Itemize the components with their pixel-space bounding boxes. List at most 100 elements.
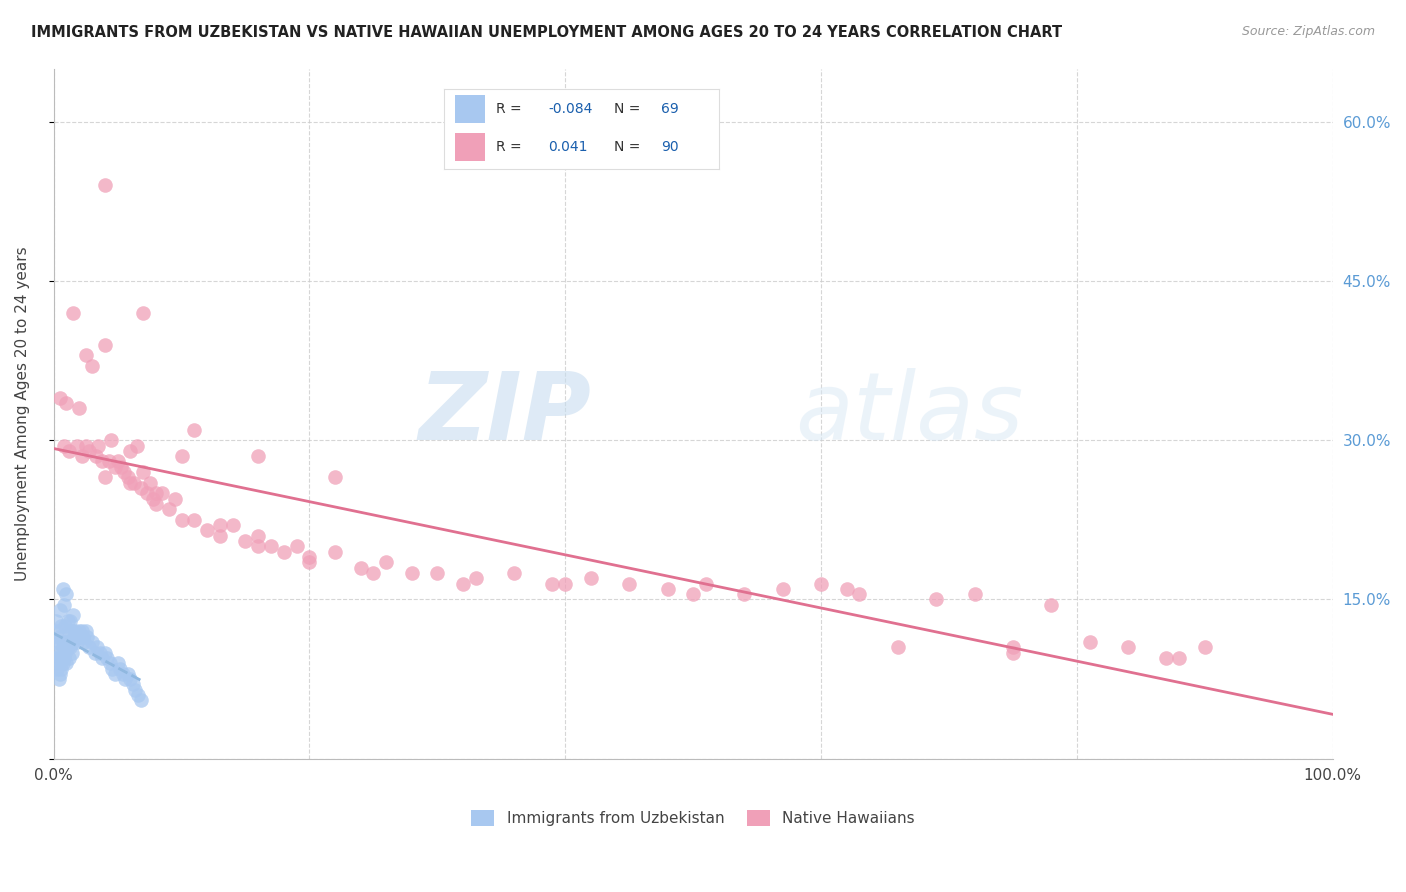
- Point: [129, 481, 152, 495]
- Point: [142, 491, 165, 506]
- Point: [127, 688, 149, 702]
- Point: [298, 549, 321, 564]
- Point: [80, 635, 103, 649]
- Point: [835, 582, 858, 596]
- Point: [51, 640, 73, 655]
- Point: [79, 640, 101, 655]
- Point: [80, 359, 103, 373]
- Point: [51, 582, 73, 596]
- Point: [66, 630, 89, 644]
- Point: [49, 666, 72, 681]
- Point: [55, 587, 77, 601]
- Point: [51, 646, 73, 660]
- Point: [52, 635, 75, 649]
- Point: [1001, 640, 1024, 655]
- Point: [75, 438, 97, 452]
- Point: [541, 576, 564, 591]
- Point: [56, 614, 79, 628]
- Point: [150, 486, 173, 500]
- Point: [46, 646, 69, 660]
- Point: [183, 513, 205, 527]
- Point: [51, 619, 73, 633]
- Point: [925, 592, 948, 607]
- Point: [86, 640, 108, 655]
- Point: [1040, 598, 1063, 612]
- Point: [67, 624, 90, 639]
- Point: [464, 571, 486, 585]
- Point: [112, 465, 135, 479]
- Point: [58, 624, 80, 639]
- Point: [401, 566, 423, 580]
- Point: [375, 555, 398, 569]
- Text: atlas: atlas: [796, 368, 1024, 459]
- Point: [70, 449, 93, 463]
- Text: Source: ZipAtlas.com: Source: ZipAtlas.com: [1241, 25, 1375, 38]
- Point: [97, 454, 120, 468]
- Point: [60, 646, 83, 660]
- Point: [323, 544, 346, 558]
- Point: [101, 661, 124, 675]
- Point: [298, 555, 321, 569]
- Point: [48, 672, 70, 686]
- Point: [208, 529, 231, 543]
- Point: [87, 438, 110, 452]
- Point: [94, 470, 117, 484]
- Point: [1168, 651, 1191, 665]
- Point: [129, 693, 152, 707]
- Point: [104, 459, 127, 474]
- Point: [98, 657, 121, 671]
- Point: [70, 624, 93, 639]
- Point: [62, 635, 84, 649]
- Point: [122, 475, 145, 490]
- Point: [69, 630, 91, 644]
- Point: [247, 449, 270, 463]
- Point: [349, 560, 371, 574]
- Point: [100, 433, 122, 447]
- Point: [195, 524, 218, 538]
- Point: [132, 465, 155, 479]
- Point: [84, 449, 107, 463]
- Point: [66, 635, 89, 649]
- Point: [45, 635, 67, 649]
- Point: [46, 661, 69, 675]
- Point: [451, 576, 474, 591]
- Point: [65, 624, 87, 639]
- Point: [810, 576, 832, 591]
- Point: [58, 651, 80, 665]
- Text: IMMIGRANTS FROM UZBEKISTAN VS NATIVE HAWAIIAN UNEMPLOYMENT AMONG AGES 20 TO 24 Y: IMMIGRANTS FROM UZBEKISTAN VS NATIVE HAW…: [31, 25, 1062, 40]
- Point: [963, 587, 986, 601]
- Point: [1156, 651, 1178, 665]
- Point: [120, 443, 142, 458]
- Point: [183, 423, 205, 437]
- Point: [273, 544, 295, 558]
- Point: [108, 661, 131, 675]
- Legend: Immigrants from Uzbekistan, Native Hawaiians: Immigrants from Uzbekistan, Native Hawai…: [465, 805, 921, 832]
- Point: [208, 518, 231, 533]
- Point: [104, 666, 127, 681]
- Point: [120, 672, 142, 686]
- Point: [51, 661, 73, 675]
- Point: [554, 576, 576, 591]
- Point: [107, 454, 129, 468]
- Point: [59, 640, 82, 655]
- Point: [323, 470, 346, 484]
- Point: [619, 576, 641, 591]
- Point: [138, 475, 160, 490]
- Point: [247, 529, 270, 543]
- Point: [91, 651, 114, 665]
- Point: [111, 666, 134, 681]
- Point: [260, 540, 283, 554]
- Point: [79, 443, 101, 458]
- Point: [96, 651, 118, 665]
- Point: [58, 443, 80, 458]
- Point: [887, 640, 910, 655]
- Point: [48, 657, 70, 671]
- Point: [122, 677, 145, 691]
- Point: [1116, 640, 1139, 655]
- Point: [733, 587, 755, 601]
- Point: [117, 666, 139, 681]
- Point: [62, 608, 84, 623]
- Point: [44, 651, 66, 665]
- Point: [1078, 635, 1101, 649]
- Point: [91, 454, 114, 468]
